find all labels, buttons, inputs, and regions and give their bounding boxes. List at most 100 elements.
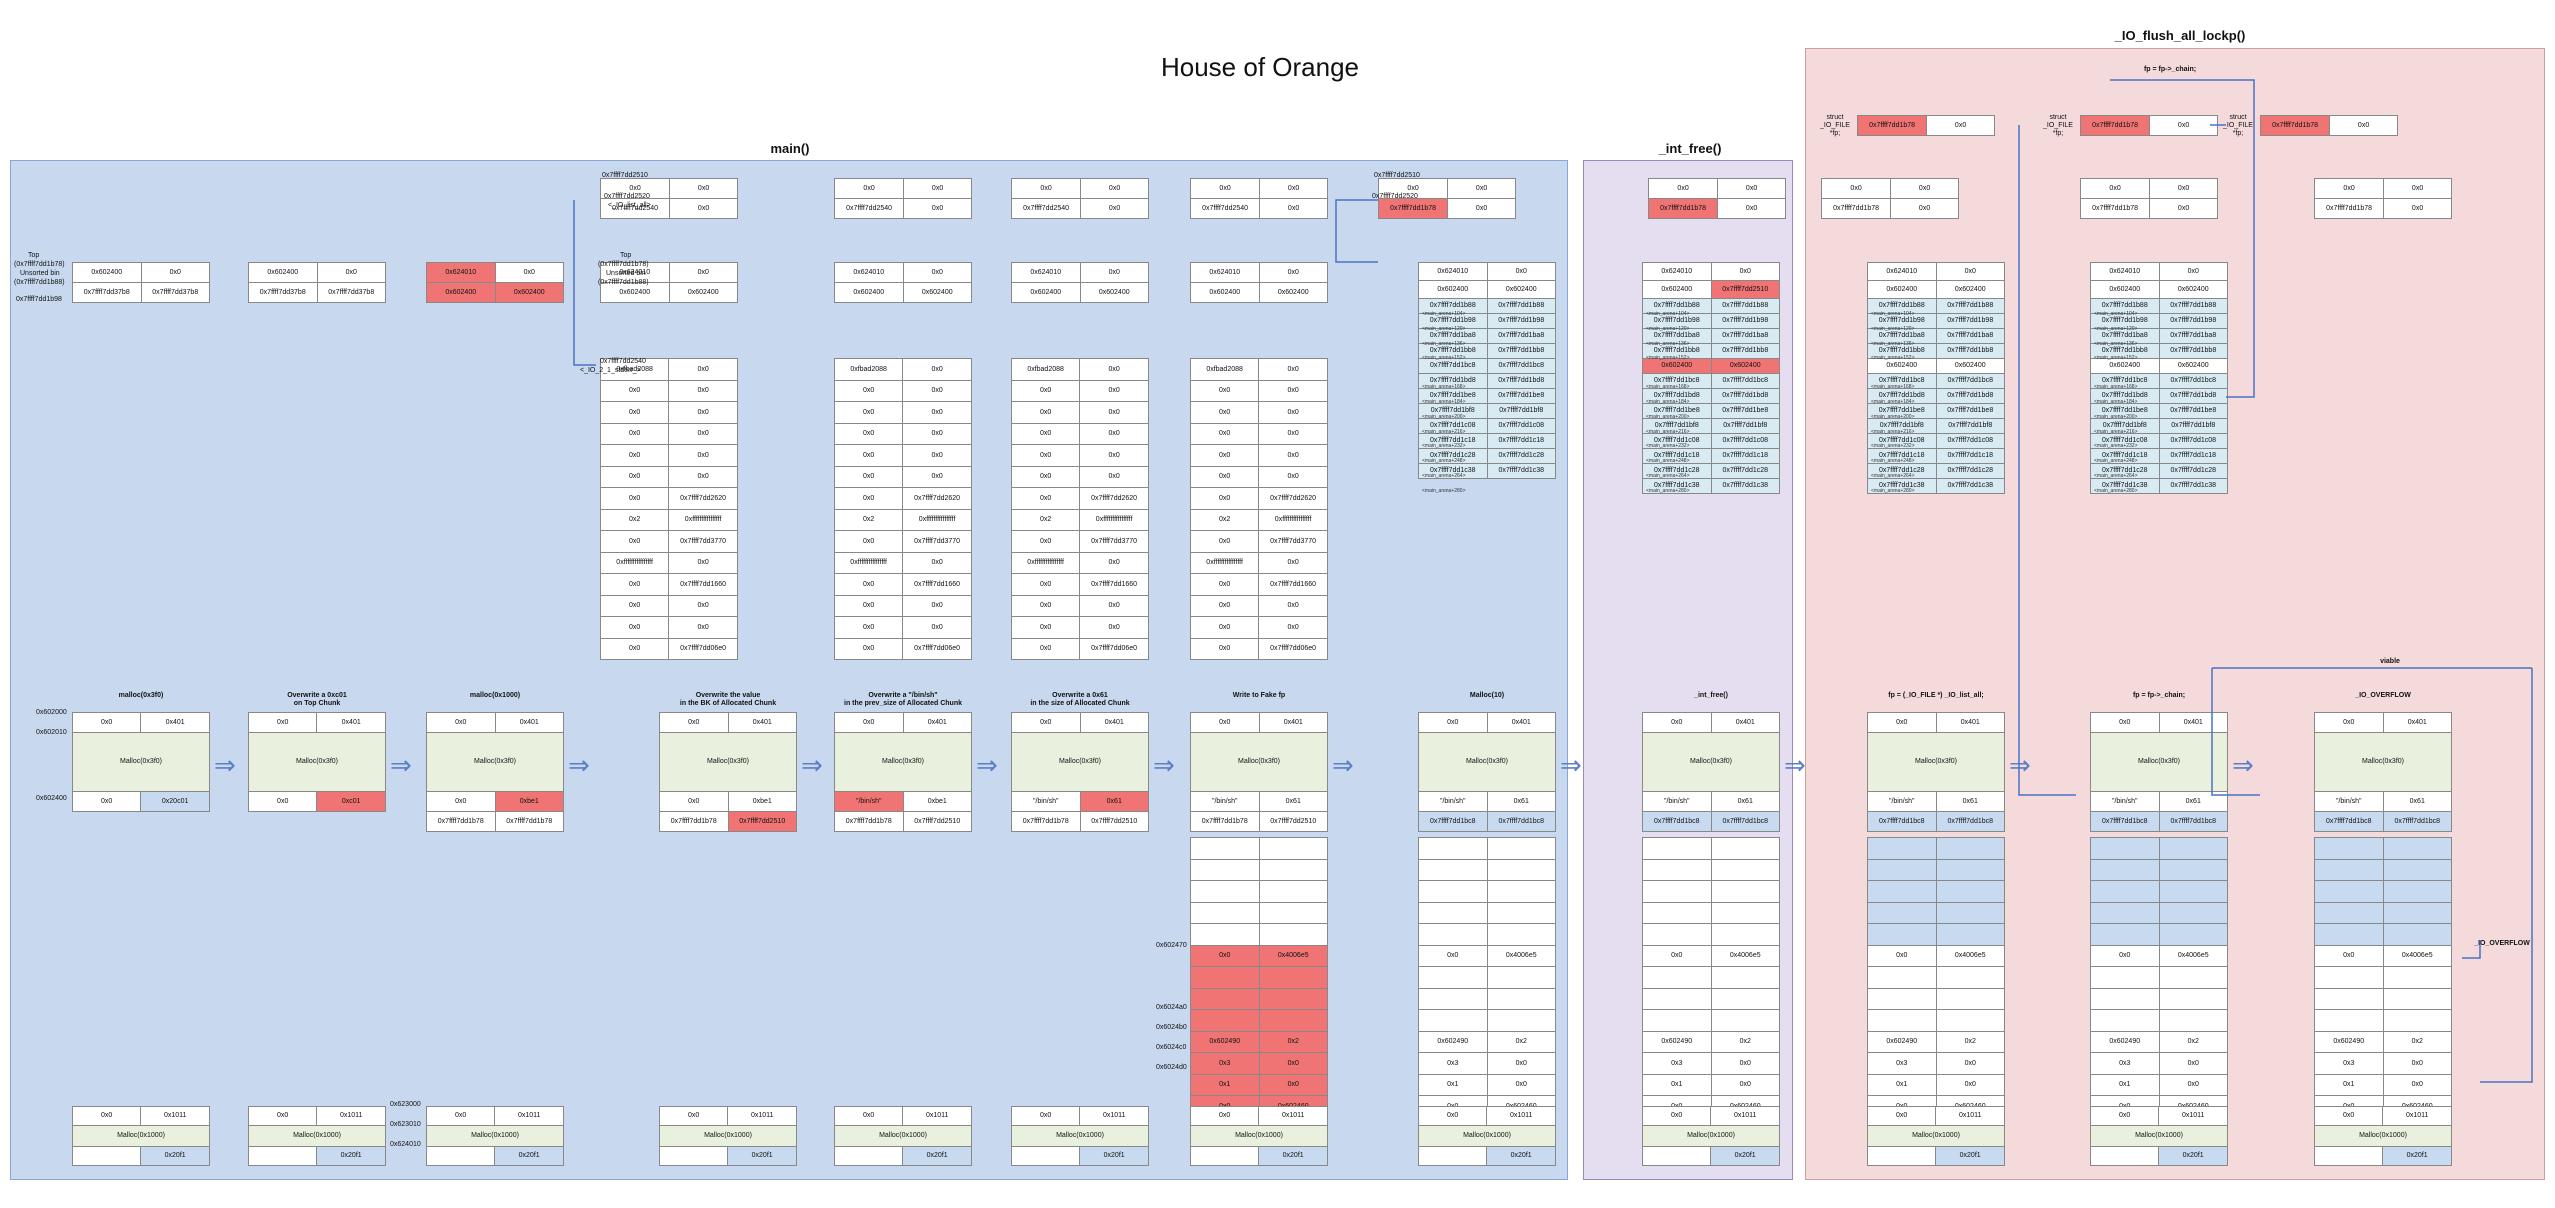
cell: 0x0 (2383, 198, 2452, 219)
cell: 0x3 (2090, 1052, 2160, 1075)
cell: 0x20f1 (1935, 1146, 2005, 1166)
cell: 0x20f1 (2382, 1146, 2452, 1166)
cell: 0x602490 (1642, 1030, 1712, 1053)
step3-top-table: 0x624010 0x0 0x602400 0x602400 (426, 262, 564, 303)
main-top-table-3: 0x624010 0x0 0x602400 0x602400 (1190, 262, 1328, 303)
cell: 0x7ffff7dd1c08 (1710, 433, 1780, 449)
cell: 0x0 (1079, 594, 1149, 617)
cell: 0x7ffff7dd2540 (1189, 198, 1261, 219)
cell: 0x7ffff7dd1b78 (1647, 198, 1719, 219)
cell: 0x4006e5 (1258, 944, 1328, 967)
arena-label: <main_arena+136> (2094, 340, 2138, 347)
cell (247, 1146, 318, 1166)
cell: 0x0 (2079, 178, 2151, 199)
viable-label: viable (2380, 658, 2400, 665)
cell (1258, 858, 1328, 881)
cell: Malloc(0x3f0) (248, 732, 386, 792)
cell: 0x0 (2089, 1106, 2160, 1126)
cell (2314, 966, 2384, 989)
cell: 0x61 (1935, 791, 2005, 812)
cell (1710, 987, 1780, 1010)
bottom-chunk-table-7: 0x0 0x1011 Malloc(0x1000) 0x20f1 (1417, 1106, 1556, 1166)
unsorted-addr-label: (0x7ffff7dd1b88) (14, 279, 65, 286)
cell: 0x7ffff7dd1b78 (1011, 811, 1081, 832)
cell: 0xbe1 (727, 791, 797, 812)
cell: 0x0 (599, 444, 670, 467)
cell: 0x624010 (1011, 262, 1081, 283)
cell: 0x602400 (600, 282, 670, 303)
cell: 0x7ffff7dd1ba8 (1418, 328, 1488, 344)
flush-fp-table-2: 0x7ffff7dd1b78 0x0 (2259, 115, 2398, 136)
main-top-table-1: 0x624010 0x0 0x602400 0x602400 (834, 262, 972, 303)
cell: 0x7ffff7dd1bc8 (1642, 373, 1712, 389)
arena-label: <main_arena+264> (1871, 473, 1915, 479)
cell: 0x4006e5 (1710, 944, 1780, 967)
arena-label: <main_arena+216> (1871, 428, 1915, 435)
cell (1010, 1146, 1081, 1166)
step-arrow-icon: ⇒ (976, 750, 998, 780)
cell: 0x0 (1010, 401, 1081, 424)
cell: 0x2 (2158, 1030, 2228, 1053)
main-unsorted-list: 0x624010 0x0 0x602400 0x602400 0x7ffff7dd1b8… (1418, 262, 1556, 479)
chunk-table-0: 0x0 0x401 Malloc(0x3f0) 0x0 0x20c01 (71, 712, 210, 812)
cell: 0x602400 (1190, 282, 1260, 303)
cell: 0x3 (1867, 1052, 1937, 1075)
io-list-all-table-1: 0x0 0x0 0x7ffff7dd2540 0x0 (833, 178, 972, 219)
cell (1710, 880, 1780, 903)
cell: "/bin/sh" (2090, 791, 2160, 812)
flush-io-table-2: 0x0 0x0 0x7ffff7dd1b78 0x0 (2313, 178, 2452, 219)
cell (1710, 923, 1780, 946)
cell (1867, 880, 1937, 903)
cell (1418, 837, 1488, 860)
cell: 0x7ffff7dd1bc8 (1710, 373, 1780, 389)
cell (1190, 1009, 1260, 1032)
cell: 0x7ffff7dd1b78 (2079, 198, 2151, 219)
cell: 0x7ffff7dd1c28 (1867, 463, 1937, 479)
cell (1418, 923, 1488, 946)
cell: 0x2 (1935, 1030, 2005, 1053)
cell: 0x0 (833, 379, 904, 402)
cell: 0x7ffff7dd06e0 (1258, 637, 1328, 660)
cell (1935, 901, 2005, 924)
cell: 0x7ffff7dd1bc8 (2158, 811, 2228, 832)
main-panel-title: main() (770, 141, 810, 156)
cell: 0x7ffff7dd1bf8 (1486, 403, 1556, 419)
bottom-chunk-table-9: 0x0 0x1011 Malloc(0x1000) 0x20f1 (1866, 1106, 2005, 1166)
cell: 0x0 (1258, 358, 1328, 381)
arena-label: <main_arena+248> (1646, 458, 1690, 465)
cell: Malloc(0x3f0) (2314, 732, 2452, 792)
step-title-0: malloc(0x3f0) (118, 692, 164, 699)
cell (2090, 966, 2160, 989)
step-arrow-icon: ⇒ (1560, 750, 1582, 780)
addr-2510-label: 0x7ffff7dd2510 (602, 172, 648, 179)
arena-label: <main_arena+120> (1646, 325, 1690, 332)
cell: 0x7ffff7dd1ba8 (1710, 328, 1780, 344)
arena-label: <main_arena+152> (1422, 355, 1466, 362)
cell (2313, 1146, 2384, 1166)
cell: 0x4006e5 (2382, 944, 2452, 967)
cell: Malloc(0x3f0) (426, 732, 564, 792)
cell (1258, 987, 1328, 1010)
chunk-table-3: 0x0 0x401 Malloc(0x3f0) 0x0 0xbe1 0x7ffff7dd1… (659, 712, 797, 832)
cell: 0x7ffff7dd1bc8 (1867, 811, 1937, 832)
cell: 0x0 (902, 465, 972, 488)
cell (2158, 858, 2228, 881)
step2-top-table: 0x602400 0x0 0x7ffff7dd37b8 0x7ffff7dd37b8 (248, 262, 386, 303)
arena-label: <main_arena+216> (2094, 428, 2138, 435)
arena-label: <main_arena+168> (2094, 384, 2138, 391)
cell: 0x1 (1418, 1073, 1488, 1096)
cell: 0x7ffff7dd1c28 (1710, 463, 1780, 479)
addr-6024a0-label: 0x6024a0 (1156, 1004, 1187, 1011)
cell: Malloc(0x3f0) (1642, 732, 1780, 792)
cell (1867, 1009, 1937, 1032)
arena-label: <main_arena+184> (1871, 399, 1915, 405)
cell: Malloc(0x1000) (2314, 1125, 2452, 1147)
cell: 0x0 (902, 262, 972, 283)
cell: 0x61 (1258, 791, 1328, 812)
cell (2314, 837, 2384, 860)
cell: 0x401 (494, 712, 564, 733)
cell: 0x0 (1258, 444, 1328, 467)
arena-label: <main_arena+232> (2094, 443, 2138, 450)
cell (1190, 880, 1260, 903)
arena-label: <main_arena+168> (1646, 384, 1690, 391)
